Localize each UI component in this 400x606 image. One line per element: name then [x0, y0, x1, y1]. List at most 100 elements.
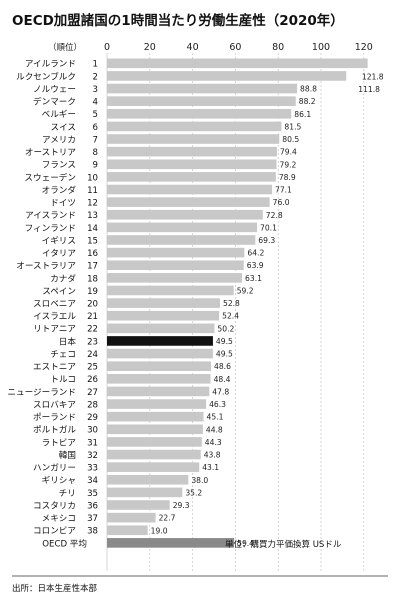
bar [107, 538, 235, 548]
value-label: 44.3 [205, 438, 222, 447]
bar-row: エストニア 25 48.6 [33, 361, 231, 373]
bar [107, 222, 258, 233]
bar-row: カナダ 18 63.1 [50, 272, 262, 284]
bar [107, 172, 276, 182]
category-label: スウェーデン [24, 171, 76, 183]
value-label: 44.8 [206, 425, 223, 434]
category-label: スペイン [42, 287, 76, 297]
bar-row: ポーランド 29 45.1 [33, 411, 224, 423]
rank-label: 38 [87, 527, 98, 537]
bar [107, 411, 204, 422]
value-label: 48.4 [214, 375, 231, 384]
bar [107, 108, 292, 119]
bar-rows: アイルランド 1 121.8 ルクセンブルク 2 111.8 ノルウェー 3 88.8 デンマーク… [7, 58, 384, 549]
rank-label: 14 [87, 224, 98, 234]
value-label: 49.5 [216, 337, 233, 346]
category-label: リトアニア [33, 325, 76, 335]
category-label: オーストラリア [16, 261, 76, 272]
category-label: ベルギー [42, 109, 76, 120]
bar [107, 525, 148, 536]
bar [107, 58, 368, 69]
rank-label: 2 [93, 72, 98, 82]
bar-row: 韓国 32 43.8 [59, 449, 221, 461]
bar-row: ルクセンブルク 2 111.8 [16, 70, 380, 94]
value-label: 77.1 [275, 186, 292, 195]
bar [107, 260, 244, 271]
bar-row: スロベニア 20 52.8 [33, 298, 240, 309]
category-label: OECD 平均 [42, 537, 87, 549]
bar [107, 424, 203, 435]
category-label: ノルウェー [33, 84, 76, 95]
bar-row: ポルトガル 30 44.8 [33, 424, 223, 436]
bar [107, 449, 201, 460]
bar-row: スウェーデン 10 78.9 [24, 171, 296, 183]
category-label: メキシコ [42, 514, 76, 524]
value-label: 79.4 [280, 148, 297, 157]
rank-label: 25 [87, 363, 98, 373]
category-label: イタリア [42, 248, 76, 259]
category-label: オランダ [42, 184, 77, 196]
bar [107, 500, 170, 510]
value-label: 48.6 [214, 362, 231, 371]
bar-row: スペイン 19 59.2 [42, 285, 254, 297]
bar-row: ノルウェー 3 88.8 [33, 83, 317, 95]
bar [107, 247, 245, 258]
category-label: ルクセンブルク [16, 70, 76, 82]
category-label: トルコ [50, 375, 76, 385]
category-label: コロンビア [33, 526, 76, 537]
value-label: 88.2 [299, 97, 316, 106]
bar-row: 日本 23 49.5 [59, 335, 233, 347]
bar-row: ラトビア 31 44.3 [42, 437, 222, 448]
bar [107, 159, 277, 170]
value-label: 35.2 [185, 488, 202, 497]
bar-row: トルコ 26 48.4 [50, 374, 231, 385]
category-label: フィンランド [25, 223, 76, 234]
category-label: カナダ [50, 272, 76, 284]
value-label: 88.8 [300, 85, 317, 94]
category-label: ニュージーランド [7, 387, 76, 398]
category-label: フランス [42, 160, 76, 171]
bar-row: アメリカ 7 80.5 [42, 134, 299, 145]
value-label: 49.5 [216, 350, 233, 359]
rank-label: 6 [93, 123, 98, 133]
category-label: 韓国 [59, 450, 76, 461]
category-label: コスタリカ [33, 500, 76, 511]
bar-row: ニュージーランド 27 47.8 [7, 386, 229, 398]
rank-label: 36 [87, 501, 98, 511]
value-label: 63.1 [245, 274, 262, 283]
value-label: 69.3 [258, 236, 275, 245]
bar-row: ギリシャ 34 38.0 [42, 474, 208, 486]
rank-label: 11 [87, 186, 98, 196]
bar-row: オーストラリア 17 63.9 [16, 260, 264, 272]
category-label: ギリシャ [42, 475, 76, 486]
category-label: スイス [50, 123, 76, 133]
bar [107, 487, 183, 498]
value-label: 43.1 [202, 463, 219, 472]
bar [107, 399, 207, 409]
bar-row: ハンガリー 33 43.1 [33, 462, 219, 474]
x-tick-label: 40 [187, 42, 199, 53]
category-label: エストニア [33, 363, 76, 373]
value-label: 22.7 [159, 514, 176, 523]
bar [107, 273, 243, 283]
x-tick-label: 0 [104, 42, 110, 53]
x-axis-ticks: 0 20 40 60 80 100 120 [104, 42, 373, 53]
bar-row: コロンビア 38 19.0 [33, 525, 168, 537]
bar-row: ベルギー 5 86.1 [42, 108, 311, 120]
rank-label: 30 [87, 426, 98, 436]
rank-label: 10 [87, 173, 98, 183]
category-label: アイスランド [25, 210, 76, 221]
bar [107, 197, 270, 207]
rank-label: 23 [87, 337, 98, 347]
bar [107, 235, 256, 245]
rank-label: 7 [93, 135, 98, 145]
bar [107, 310, 220, 321]
category-label: ドイツ [50, 199, 76, 209]
rank-label: 17 [87, 262, 98, 272]
x-tick-label: 60 [229, 42, 241, 53]
category-label: ラトビア [42, 437, 76, 448]
value-label: 76.0 [273, 198, 290, 207]
bar-row: ドイツ 12 76.0 [50, 197, 290, 209]
category-label: チェコ [50, 349, 76, 360]
